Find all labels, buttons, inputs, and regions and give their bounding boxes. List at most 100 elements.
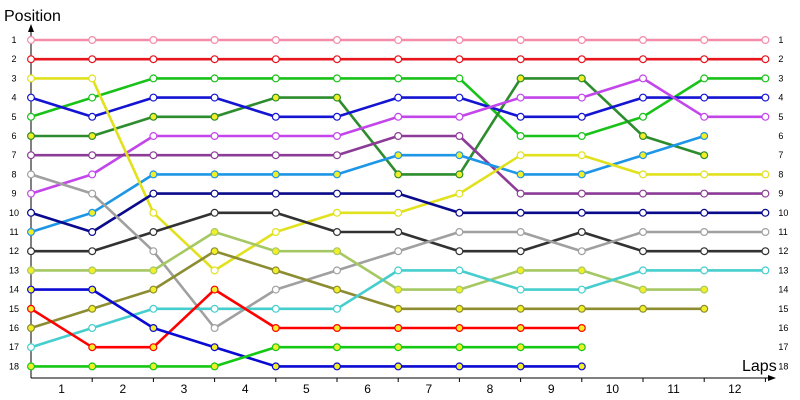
y-tick-label-left: 6	[11, 131, 16, 141]
series-14-marker	[394, 304, 403, 313]
y-tick-label-left: 16	[9, 323, 19, 333]
series-13-marker	[394, 285, 403, 294]
series-3-marker	[88, 93, 97, 102]
series-10-marker	[577, 208, 586, 217]
series-5-marker	[210, 93, 219, 102]
series-11-marker	[516, 247, 525, 256]
series-line-16	[30, 288, 582, 349]
series-9-marker	[210, 266, 219, 275]
series-2-marker	[455, 55, 464, 64]
y-tick-label-right: 3	[778, 73, 783, 83]
series-18-marker	[88, 362, 97, 371]
series-10-marker	[394, 189, 403, 198]
series-18-marker	[271, 343, 280, 352]
series-5-marker	[516, 112, 525, 121]
series-6-marker	[577, 93, 586, 102]
series-7-marker	[149, 151, 158, 160]
series-9-marker	[761, 170, 770, 179]
series-9-marker	[516, 151, 525, 160]
y-tick-label-right: 4	[778, 93, 783, 103]
series-8-marker	[638, 151, 647, 160]
series-6-marker	[210, 132, 219, 141]
series-16-marker	[516, 324, 525, 333]
series-14-marker	[577, 304, 586, 313]
series-15-marker	[577, 285, 586, 294]
series-6-marker	[761, 112, 770, 121]
series-1-marker	[271, 35, 280, 44]
series-11-marker	[333, 228, 342, 237]
series-9-marker	[88, 74, 97, 83]
series-12-marker	[88, 189, 97, 198]
series-8-marker	[27, 228, 36, 237]
series-18-marker	[394, 343, 403, 352]
y-tick-label-right: 2	[778, 54, 783, 64]
y-tick-label-right: 10	[778, 208, 788, 218]
y-tick-label-right: 1	[778, 35, 783, 45]
series-8-marker	[271, 170, 280, 179]
series-17-marker	[394, 362, 403, 371]
series-4-marker	[149, 112, 158, 121]
series-12-marker	[577, 247, 586, 256]
series-18-marker	[333, 343, 342, 352]
y-tick-label-left: 3	[11, 73, 16, 83]
series-5-marker	[271, 112, 280, 121]
series-9-marker	[149, 208, 158, 217]
series-6-marker	[638, 74, 647, 83]
series-15-marker	[700, 266, 709, 275]
series-12-marker	[271, 285, 280, 294]
series-13-marker	[27, 266, 36, 275]
series-16-marker	[27, 304, 36, 313]
x-tick-label: 2	[119, 382, 126, 396]
y-tick-label-left: 12	[9, 246, 19, 256]
series-11-marker	[149, 228, 158, 237]
series-10-marker	[516, 208, 525, 217]
series-lines	[30, 38, 766, 368]
y-tick-label-left: 11	[9, 227, 18, 237]
series-4-marker	[577, 74, 586, 83]
series-4-marker	[210, 112, 219, 121]
series-12-marker	[761, 228, 770, 237]
series-12-marker	[333, 266, 342, 275]
y-tick-label-right: 7	[778, 150, 783, 160]
y-tick-label-left: 14	[9, 285, 19, 295]
series-9-marker	[333, 208, 342, 217]
series-13-marker	[700, 285, 709, 294]
x-tick-label: 6	[364, 382, 371, 396]
y-tick-label-right: 5	[778, 112, 783, 122]
series-2-marker	[761, 55, 770, 64]
y-tick-label-left: 15	[9, 304, 19, 314]
series-15-marker	[394, 266, 403, 275]
series-15-marker	[210, 304, 219, 313]
series-5-marker	[638, 93, 647, 102]
series-17-marker	[333, 362, 342, 371]
series-9-marker	[700, 170, 709, 179]
series-8-marker	[516, 170, 525, 179]
x-tick-label: 9	[548, 382, 555, 396]
series-17-marker	[271, 362, 280, 371]
y-tick-label-left: 9	[11, 189, 16, 199]
series-8-marker	[210, 170, 219, 179]
series-7-marker	[700, 189, 709, 198]
x-axis-arrow	[768, 375, 776, 381]
series-4-marker	[638, 132, 647, 141]
series-9-marker	[27, 74, 36, 83]
series-15-marker	[88, 324, 97, 333]
series-10-marker	[210, 189, 219, 198]
series-7-marker	[271, 151, 280, 160]
series-10-marker	[88, 228, 97, 237]
series-8-marker	[455, 151, 464, 160]
series-13-marker	[333, 247, 342, 256]
series-13-marker	[88, 266, 97, 275]
series-14-marker	[27, 324, 36, 333]
series-4-marker	[27, 132, 36, 141]
series-2-marker	[638, 55, 647, 64]
series-12-marker	[394, 247, 403, 256]
y-tick-label-right: 14	[778, 285, 788, 295]
series-11-marker	[577, 228, 586, 237]
series-16-marker	[577, 324, 586, 333]
x-axis-title: Laps	[742, 358, 777, 375]
x-tick-label: 1	[58, 382, 65, 396]
series-2-marker	[394, 55, 403, 64]
series-18-marker	[577, 343, 586, 352]
x-tick-label: 7	[425, 382, 432, 396]
